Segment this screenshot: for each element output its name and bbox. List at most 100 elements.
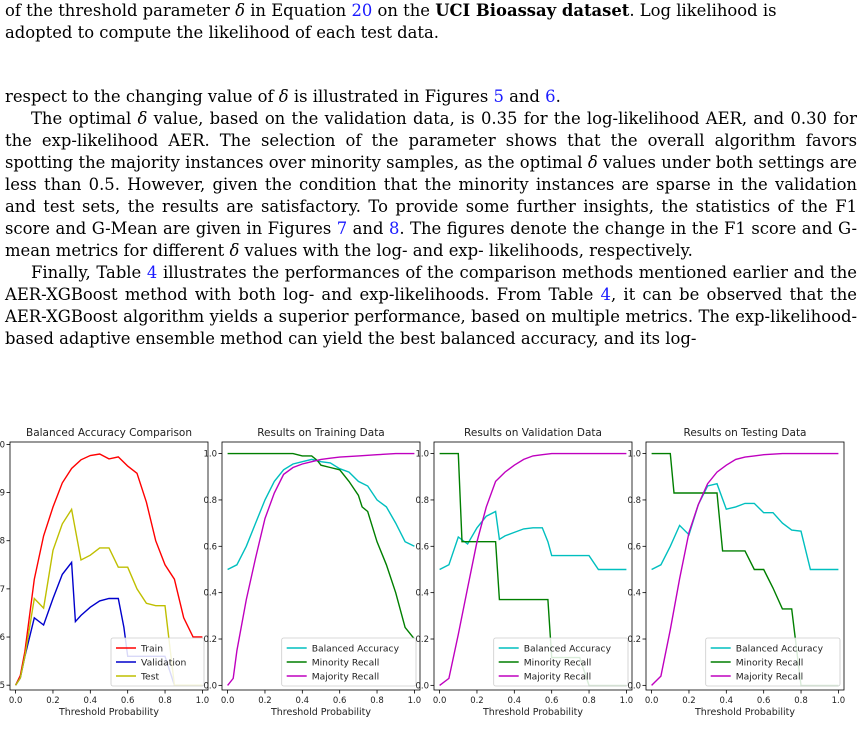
body-text: The optimal (31, 109, 138, 128)
series-line-balanced-accuracy (439, 510, 627, 571)
chart-title-results-on-validation-data: Results on Validation Data (464, 427, 602, 439)
x-tick-label: 0.2 (682, 696, 696, 706)
plot-frame (645, 441, 845, 691)
y-tick-label: 1.0 (203, 450, 217, 460)
y-tick-label: 0.0 (203, 681, 217, 691)
x-tick-label: 0.6 (545, 696, 559, 706)
series-line-majority-recall (439, 452, 627, 686)
series-line-minority-recall (227, 452, 415, 640)
legend-label: Train (140, 644, 163, 655)
figure-link[interactable]: 7 (336, 219, 348, 238)
y-tick-label: 0.2 (203, 635, 217, 645)
legend-box (493, 637, 629, 687)
figure-link[interactable]: 5 (493, 87, 504, 106)
y-tick-label: 0.8 (415, 496, 429, 506)
caption-text: on the (372, 1, 436, 20)
legend-label: Balanced Accuracy (312, 644, 400, 655)
delta-symbol: δ (587, 153, 598, 172)
chart-title-results-on-testing-data: Results on Testing Data (684, 427, 807, 439)
legend-box (110, 637, 205, 687)
x-tick-label: 0.0 (9, 696, 23, 706)
x-tick-label: 0.8 (794, 696, 808, 706)
x-axis-label: Threshold Probability (270, 707, 371, 718)
body-text: , it can be observed that the AER-XGBoos… (5, 285, 857, 348)
series-line-train (14, 453, 203, 686)
x-tick-label: 0.8 (158, 696, 172, 706)
body-text: value, based on the validation data, is … (5, 109, 857, 172)
y-tick-label: 0.0 (627, 681, 641, 691)
x-tick-label: 0.0 (433, 696, 447, 706)
x-axis-label: Threshold Probability (58, 707, 159, 718)
x-axis-label: Threshold Probability (694, 707, 795, 718)
x-tick-label: 0.4 (508, 696, 522, 706)
plot-frame (9, 441, 209, 691)
legend-box (281, 637, 417, 687)
x-tick-label: 0.4 (84, 696, 98, 706)
y-tick-label: 0.8 (0, 537, 5, 547)
caption-text: adopted to compute the likelihood of eac… (5, 23, 439, 42)
legend-label: Majority Recall (312, 672, 379, 683)
chart-title-balanced-accuracy-comparison: Balanced Accuracy Comparison (26, 427, 192, 439)
paragraph-1: respect to the changing value of δ is il… (5, 86, 857, 108)
delta-symbol: δ (278, 87, 289, 106)
x-axis-label: Threshold Probability (482, 707, 583, 718)
x-tick-label: 0.8 (582, 696, 596, 706)
paragraph-2: The optimal δ value, based on the valida… (5, 108, 857, 262)
x-tick-label: 0.6 (757, 696, 771, 706)
legend-label: Majority Recall (524, 672, 591, 683)
x-tick-label: 0.6 (333, 696, 347, 706)
body-text: and (503, 87, 546, 106)
figure-panels: Balanced Accuracy Comparison 0.0 0.2 0.4 0.6… (0, 427, 846, 718)
legend-label: Majority Recall (736, 672, 803, 683)
caption-text: of the threshold parameter (5, 1, 236, 20)
paragraph-3: Finally, Table 4 illustrates the perform… (5, 262, 857, 350)
series-line-balanced-accuracy (651, 482, 839, 571)
x-tick-label: 0.4 (296, 696, 310, 706)
body-text: . (555, 87, 561, 106)
y-tick-label: 0.8 (627, 496, 641, 506)
figure-link[interactable]: 8 (388, 219, 400, 238)
y-tick-label: 0.4 (203, 589, 217, 599)
y-tick-label: 0.7 (0, 585, 5, 595)
series-line-majority-recall (651, 452, 839, 686)
legend-label: Balanced Accuracy (736, 644, 824, 655)
table-link[interactable]: 4 (600, 285, 611, 304)
x-tick-label: 0.0 (645, 696, 659, 706)
table-link[interactable]: 4 (146, 263, 158, 282)
y-tick-label: 0.8 (203, 496, 217, 506)
y-tick-label: 1.0 (0, 440, 5, 450)
dataset-name: UCI Bioassay dataset (435, 1, 630, 20)
x-tick-label: 0.2 (470, 696, 484, 706)
y-tick-label: 0.5 (0, 681, 5, 691)
y-tick-label: 0.4 (627, 589, 641, 599)
body-text: respect to the changing value of (5, 87, 279, 106)
legend-box (705, 637, 841, 687)
body-text: and (347, 219, 389, 238)
body-text: values with the log- and exp- likelihood… (239, 241, 693, 260)
y-tick-label: 0.2 (415, 635, 429, 645)
series-line-balanced-accuracy (227, 458, 415, 571)
body-text: . The figures denote the change in the F… (5, 219, 857, 260)
y-tick-label: 0.6 (203, 542, 217, 552)
legend-label: Test (140, 672, 159, 683)
delta-symbol: δ (235, 1, 245, 20)
x-tick-label: 1.0 (832, 696, 846, 706)
equation-link[interactable]: 20 (351, 1, 373, 20)
legend-label: Validation (141, 658, 187, 669)
delta-symbol: δ (137, 109, 148, 128)
x-tick-label: 0.2 (46, 696, 60, 706)
x-tick-label: 0.2 (258, 696, 272, 706)
x-tick-label: 0.4 (720, 696, 734, 706)
body-text: is illustrated in Figures (288, 87, 494, 106)
x-tick-label: 1.0 (196, 696, 210, 706)
figure-link[interactable]: 6 (545, 87, 556, 106)
caption-text: . Log likelihood is (629, 1, 777, 20)
x-tick-label: 1.0 (408, 696, 422, 706)
delta-symbol: δ (229, 241, 240, 260)
caption-tail: of the threshold parameter δ in Equation… (5, 0, 857, 44)
y-tick-label: 0.6 (0, 633, 5, 643)
caption-text: in Equation (244, 1, 352, 20)
plot-frame (221, 441, 421, 691)
x-tick-label: 0.6 (121, 696, 135, 706)
body-text: Finally, Table (31, 263, 147, 282)
